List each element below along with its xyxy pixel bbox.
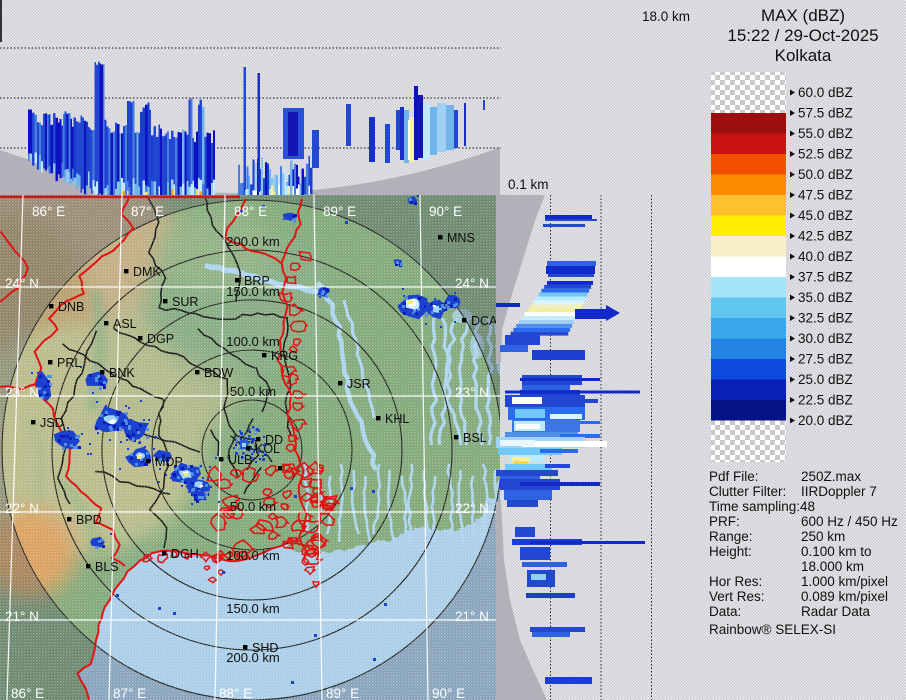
svg-text:27.5 dBZ: 27.5 dBZ: [798, 352, 853, 367]
svg-text:BDW: BDW: [204, 366, 233, 380]
svg-text:KOL: KOL: [255, 442, 280, 456]
svg-text:42.5 dBZ: 42.5 dBZ: [798, 229, 853, 244]
svg-text:60.0 dBZ: 60.0 dBZ: [798, 85, 853, 100]
svg-text:KHL: KHL: [385, 412, 409, 426]
svg-text:21° N: 21° N: [5, 609, 39, 624]
svg-text:JSD: JSD: [40, 416, 64, 430]
svg-text:100.0 km: 100.0 km: [226, 334, 279, 349]
svg-text:MDP: MDP: [155, 455, 183, 469]
svg-text:BPD: BPD: [76, 513, 102, 527]
svg-text:BLS: BLS: [95, 560, 119, 574]
svg-text:24° N: 24° N: [455, 276, 489, 291]
svg-text:47.5 dBZ: 47.5 dBZ: [798, 188, 853, 203]
svg-text:90° E: 90° E: [432, 686, 465, 700]
svg-text:52.5 dBZ: 52.5 dBZ: [798, 147, 853, 162]
svg-text:200.0 km: 200.0 km: [226, 650, 279, 665]
svg-text:32.5 dBZ: 32.5 dBZ: [798, 311, 853, 326]
svg-text:45.0 dBZ: 45.0 dBZ: [798, 208, 853, 223]
svg-text:24° N: 24° N: [5, 276, 39, 291]
svg-text:50.0 km: 50.0 km: [230, 499, 276, 514]
svg-text:50.0 km: 50.0 km: [230, 384, 276, 399]
svg-text:SUR: SUR: [172, 295, 198, 309]
svg-text:25.0 dBZ: 25.0 dBZ: [798, 372, 853, 387]
svg-text:PRL: PRL: [57, 356, 81, 370]
svg-text:21° N: 21° N: [455, 609, 489, 624]
svg-text:200.0 km: 200.0 km: [226, 234, 279, 249]
svg-text:35.0 dBZ: 35.0 dBZ: [798, 290, 853, 305]
svg-text:150.0 km: 150.0 km: [226, 601, 279, 616]
svg-text:KRG: KRG: [271, 349, 298, 363]
svg-text:57.5 dBZ: 57.5 dBZ: [798, 106, 853, 121]
svg-text:JSR: JSR: [347, 377, 371, 391]
svg-text:DD: DD: [265, 433, 283, 447]
svg-text:30.0 dBZ: 30.0 dBZ: [798, 331, 853, 346]
svg-text:22.5 dBZ: 22.5 dBZ: [798, 393, 853, 408]
svg-text:DGH: DGH: [171, 547, 199, 561]
svg-text:MNS: MNS: [447, 231, 475, 245]
svg-text:89° E: 89° E: [323, 204, 356, 219]
svg-text:22° N: 22° N: [5, 501, 39, 516]
svg-text:87° E: 87° E: [131, 204, 164, 219]
svg-text:89° E: 89° E: [326, 686, 359, 700]
svg-text:BNK: BNK: [109, 366, 135, 380]
svg-text:87° E: 87° E: [113, 686, 146, 700]
svg-text:90° E: 90° E: [429, 204, 462, 219]
svg-text:DNB: DNB: [58, 300, 84, 314]
svg-text:ASL: ASL: [113, 317, 137, 331]
svg-text:86° E: 86° E: [11, 686, 44, 700]
svg-text:DCA: DCA: [471, 314, 498, 328]
svg-text:ULB: ULB: [228, 453, 252, 467]
svg-text:55.0 dBZ: 55.0 dBZ: [798, 126, 853, 141]
svg-text:DMK: DMK: [133, 265, 161, 279]
svg-text:23° N: 23° N: [455, 385, 489, 400]
svg-text:BRP: BRP: [244, 274, 270, 288]
svg-text:37.5 dBZ: 37.5 dBZ: [798, 270, 853, 285]
svg-text:22° N: 22° N: [455, 501, 489, 516]
svg-text:50.0 dBZ: 50.0 dBZ: [798, 167, 853, 182]
svg-text:40.0 dBZ: 40.0 dBZ: [798, 249, 853, 264]
svg-text:150.0 km: 150.0 km: [226, 284, 279, 299]
svg-text:23° N: 23° N: [5, 385, 39, 400]
svg-text:20.0 dBZ: 20.0 dBZ: [798, 413, 853, 428]
svg-text:DGP: DGP: [147, 332, 174, 346]
svg-text:86° E: 86° E: [32, 204, 65, 219]
svg-text:88° E: 88° E: [219, 686, 252, 700]
svg-text:SHD: SHD: [252, 641, 278, 655]
svg-text:88° E: 88° E: [234, 204, 267, 219]
svg-text:BSL: BSL: [463, 431, 487, 445]
svg-text:100.0 km: 100.0 km: [226, 548, 279, 563]
